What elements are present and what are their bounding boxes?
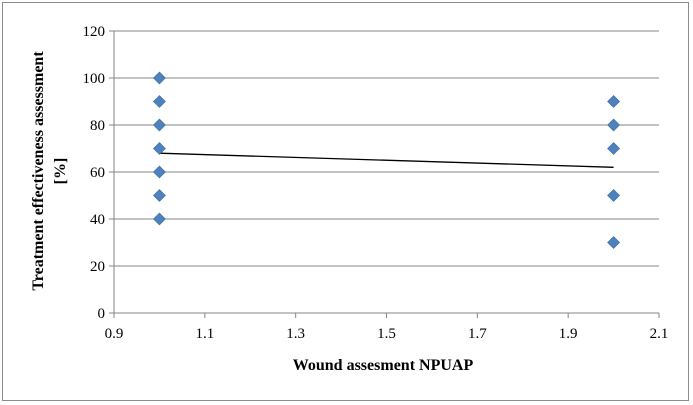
axis-layer bbox=[109, 30, 660, 318]
y-tick-label: 40 bbox=[90, 212, 105, 228]
y-tick-labels: 0 20 40 60 80 100 120 bbox=[83, 24, 106, 322]
x-tick-label: 0.9 bbox=[105, 326, 124, 342]
x-tick-label: 1.5 bbox=[377, 326, 396, 342]
y-tick-label: 100 bbox=[83, 71, 106, 87]
x-tick-label: 2.1 bbox=[650, 326, 669, 342]
data-point bbox=[152, 189, 166, 202]
y-axis-title: Treatment effectiveness assessment [%] bbox=[30, 51, 69, 291]
x-tick-label: 1.3 bbox=[286, 326, 305, 342]
data-point bbox=[607, 142, 621, 155]
data-point bbox=[152, 71, 166, 85]
y-axis-title-line2: [%] bbox=[52, 158, 69, 185]
trendline-layer bbox=[159, 152, 614, 168]
x-tick-label: 1.9 bbox=[559, 326, 578, 342]
x-tick-labels: 0.9 1.1 1.3 1.5 1.7 1.9 2.1 bbox=[105, 326, 669, 342]
x-tick-label: 1.1 bbox=[195, 326, 214, 342]
chart-frame bbox=[2, 2, 689, 401]
grid-layer bbox=[114, 30, 659, 267]
data-points bbox=[152, 71, 621, 249]
x-axis-title: Wound assesment NPUAP bbox=[293, 357, 474, 374]
data-point bbox=[607, 118, 621, 132]
y-tick-label: 80 bbox=[90, 118, 105, 134]
data-point bbox=[152, 165, 166, 179]
y-tick-label: 120 bbox=[83, 24, 106, 40]
y-axis-title-line1: Treatment effectiveness assessment bbox=[30, 51, 47, 291]
data-point bbox=[152, 142, 166, 155]
data-point bbox=[607, 236, 621, 249]
data-point bbox=[607, 189, 621, 202]
y-tick-label: 60 bbox=[90, 165, 105, 181]
y-tick-label: 20 bbox=[90, 259, 105, 275]
trendline bbox=[159, 152, 614, 168]
x-tick-label: 1.7 bbox=[468, 326, 487, 342]
y-tick-label: 0 bbox=[98, 306, 106, 322]
data-point bbox=[152, 118, 166, 132]
data-point bbox=[152, 95, 166, 108]
data-point bbox=[607, 95, 621, 108]
data-point bbox=[152, 212, 166, 226]
